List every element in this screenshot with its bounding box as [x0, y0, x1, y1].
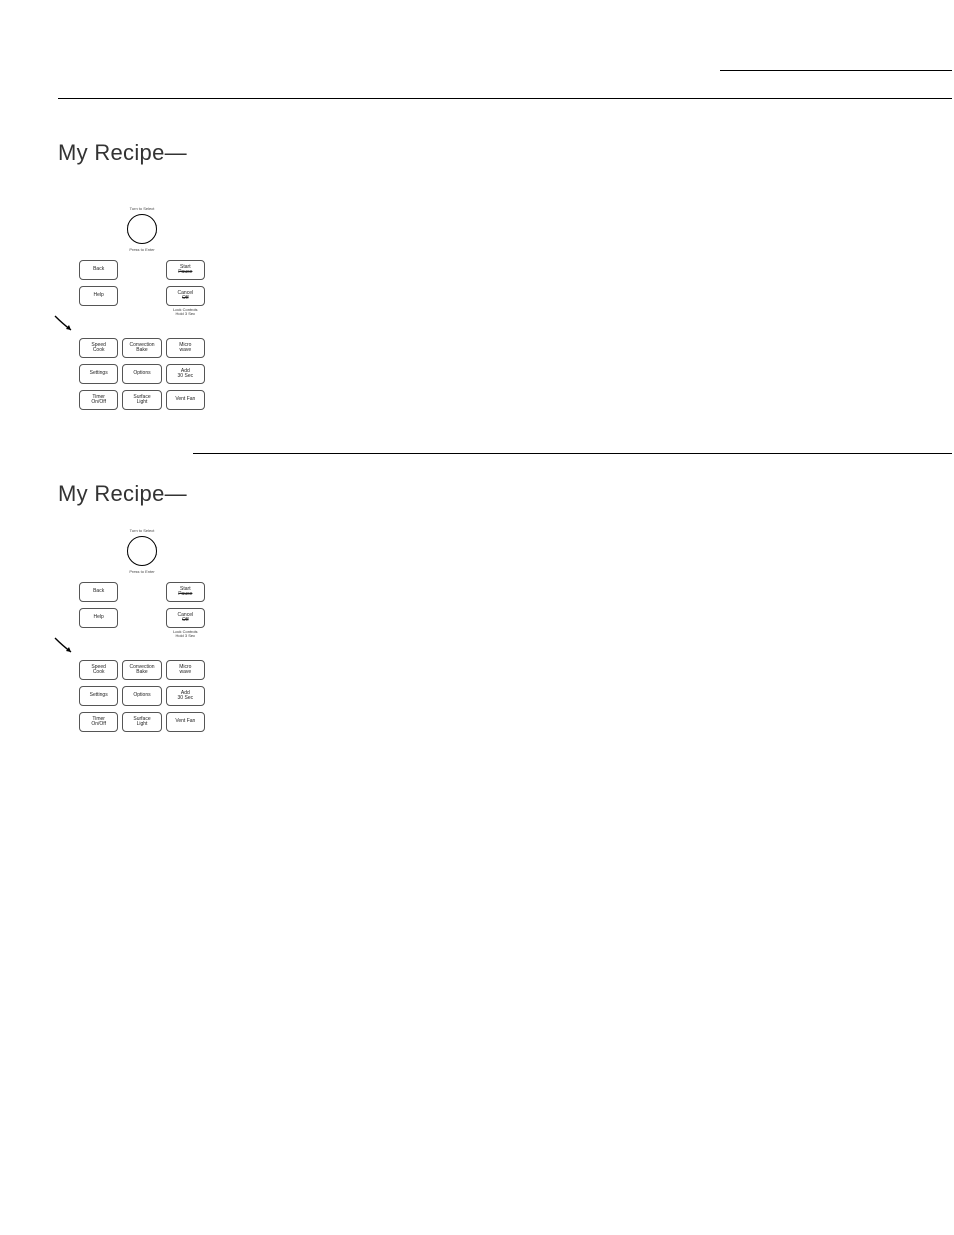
settings-button[interactable]: Settings: [79, 364, 118, 384]
vent-fan-button[interactable]: Vent Fan: [166, 712, 205, 732]
convection-bake-button[interactable]: ConvectionBake: [122, 660, 161, 680]
vent-fan-button[interactable]: Vent Fan: [166, 390, 205, 410]
help-button[interactable]: Help: [79, 608, 118, 628]
microwave-button[interactable]: Microwave: [166, 660, 205, 680]
divider: [720, 70, 952, 71]
divider: [58, 98, 952, 99]
cancel-off-button[interactable]: CancelOff: [166, 286, 205, 306]
settings-button[interactable]: Settings: [79, 686, 118, 706]
options-button[interactable]: Options: [122, 686, 161, 706]
button-grid: Back StartPause Help CancelOffLock Controls…: [79, 260, 205, 410]
back-button[interactable]: Back: [79, 582, 118, 602]
timer-button[interactable]: TimerOn/Off: [79, 712, 118, 732]
section-heading: My Recipe—: [58, 481, 187, 507]
dial-bottom-label: Press to Enter: [129, 569, 154, 574]
back-button[interactable]: Back: [79, 260, 118, 280]
speed-cook-button[interactable]: SpeedCook: [79, 338, 118, 358]
add-30-sec-button[interactable]: Add30 Sec: [166, 686, 205, 706]
start-pause-button[interactable]: StartPause: [166, 582, 205, 602]
button-grid: Back StartPause Help CancelOffLock Controls…: [79, 582, 205, 732]
dial-bottom-label: Press to Enter: [129, 247, 154, 252]
cancel-off-button[interactable]: CancelOff: [166, 608, 205, 628]
selector-dial[interactable]: Turn to Select Press to Enter: [121, 530, 163, 572]
surface-light-button[interactable]: SurfaceLight: [122, 390, 161, 410]
add-30-sec-button[interactable]: Add30 Sec: [166, 364, 205, 384]
control-panel: Turn to Select Press to EnterBackStartPa…: [79, 530, 205, 732]
pointer-arrow-icon: [53, 314, 77, 338]
control-panel: Turn to Select Press to EnterBackStartPa…: [79, 208, 205, 410]
dial-top-label: Turn to Select: [130, 206, 155, 211]
dial-top-label: Turn to Select: [130, 528, 155, 533]
lock-controls-note: Lock ControlsHold 3 Sec: [166, 630, 205, 656]
speed-cook-button[interactable]: SpeedCook: [79, 660, 118, 680]
pointer-arrow-icon: [53, 636, 77, 660]
selector-dial[interactable]: Turn to Select Press to Enter: [121, 208, 163, 250]
microwave-button[interactable]: Microwave: [166, 338, 205, 358]
convection-bake-button[interactable]: ConvectionBake: [122, 338, 161, 358]
divider: [193, 453, 952, 454]
start-pause-button[interactable]: StartPause: [166, 260, 205, 280]
timer-button[interactable]: TimerOn/Off: [79, 390, 118, 410]
surface-light-button[interactable]: SurfaceLight: [122, 712, 161, 732]
options-button[interactable]: Options: [122, 364, 161, 384]
section-heading: My Recipe—: [58, 140, 187, 166]
lock-controls-note: Lock ControlsHold 3 Sec: [166, 308, 205, 334]
help-button[interactable]: Help: [79, 286, 118, 306]
